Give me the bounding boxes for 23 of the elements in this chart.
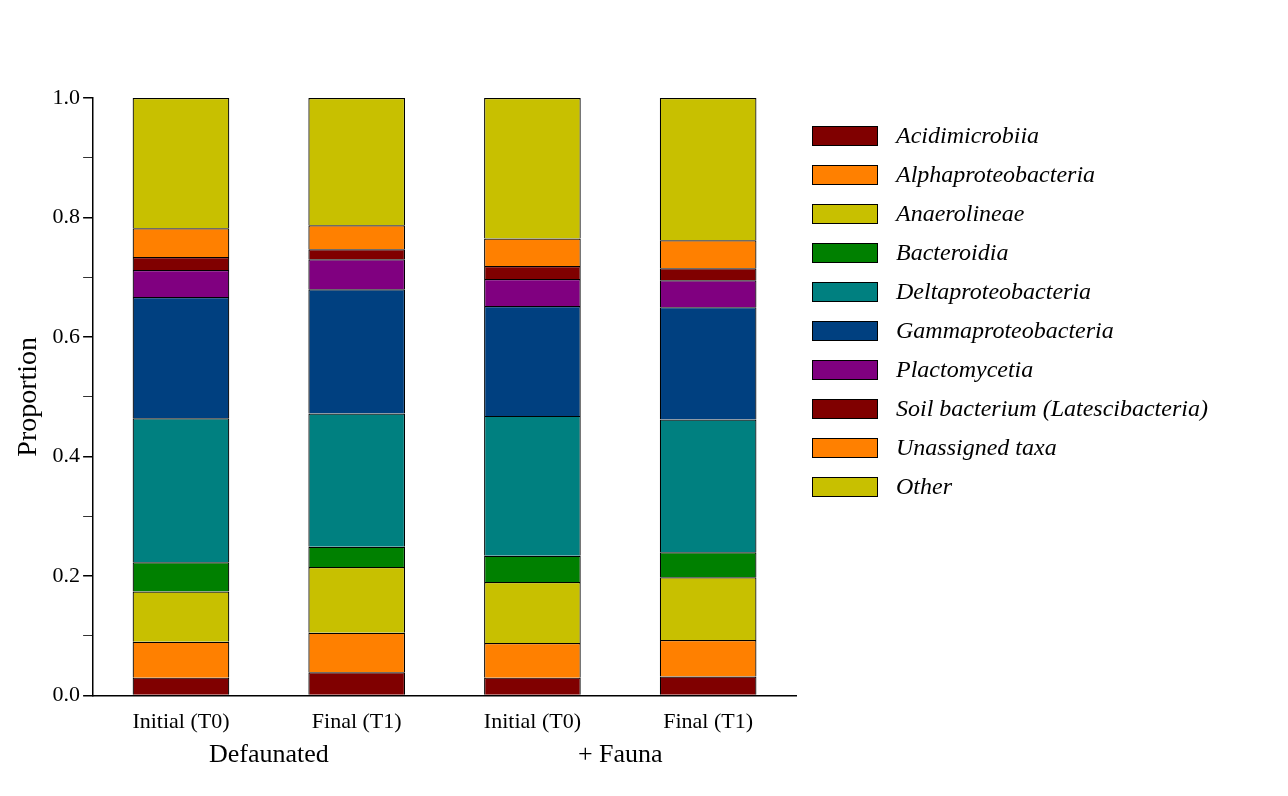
x-tick-label: Initial (T0) <box>132 707 230 733</box>
legend-label: Deltaproteobacteria <box>896 278 1092 305</box>
legend-label: Gammaproteobacteria <box>896 317 1114 344</box>
y-tick-label: 0.2 <box>52 561 81 587</box>
legend-label: Plactomycetia <box>896 356 1034 383</box>
y-axis-title: Proportion <box>11 336 43 457</box>
x-tick-label: Final (T1) <box>663 707 754 733</box>
legend-label: Other <box>896 473 952 500</box>
y-tick-label: 1.0 <box>52 83 81 109</box>
legend-label: Bacteroidia <box>896 239 1009 266</box>
text: Defaunated <box>208 738 329 768</box>
legend-label: Alphaproteobacteria <box>896 161 1096 188</box>
legend-label: Acidimicrobiia <box>896 122 1040 149</box>
legend-label: Soil bacterium (Latescibacteria) <box>896 395 1208 422</box>
y-tick-label: 0.6 <box>52 322 81 348</box>
legend-label: Anaerolineae <box>896 200 1025 227</box>
text: + Fauna <box>577 738 664 768</box>
y-tick-label: 0.8 <box>52 203 81 229</box>
y-tick-label: 0.4 <box>52 442 81 468</box>
y-tick-label: 0.0 <box>52 681 81 707</box>
x-tick-label: Initial (T0) <box>483 707 581 733</box>
x-tick-label: Final (T1) <box>311 707 402 733</box>
legend-label: Unassigned taxa <box>896 434 1057 461</box>
